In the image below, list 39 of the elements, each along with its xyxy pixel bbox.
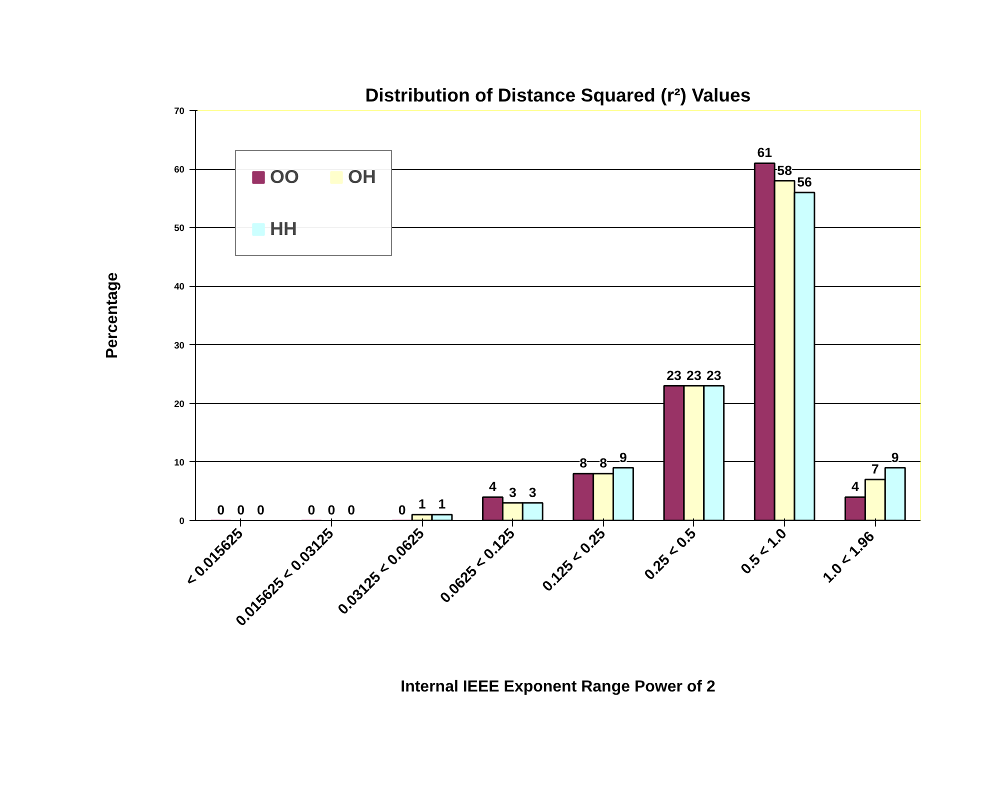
- data-label: 3: [508, 484, 516, 500]
- data-label: 56: [797, 174, 812, 190]
- data-label: 0: [257, 502, 264, 518]
- data-label: 8: [600, 456, 608, 471]
- y-tick-label: 20: [174, 398, 185, 409]
- data-label: 23: [666, 368, 682, 383]
- x-axis-title: Internal IEEE Exponent Range Power of 2: [400, 678, 716, 696]
- chart-title: Distribution of Distance Squared (r²) Values: [365, 84, 751, 106]
- y-tick-label: 0: [179, 516, 185, 526]
- data-label: 9: [620, 450, 627, 465]
- data-label: 4: [852, 479, 860, 494]
- x-tick-label: 0.5 < 1.0: [738, 526, 790, 578]
- legend-label: OO: [270, 166, 300, 188]
- data-label: 23: [686, 368, 702, 383]
- y-tick-label: 70: [174, 106, 185, 116]
- y-axis-title: Percentage: [104, 272, 122, 359]
- data-label: 4: [489, 479, 498, 494]
- data-label: 9: [891, 450, 899, 465]
- legend-label: HH: [270, 218, 297, 240]
- data-label: 0: [328, 502, 336, 518]
- data-label: 7: [871, 462, 879, 476]
- y-tick-label: 60: [174, 164, 185, 175]
- data-label: 61: [757, 145, 773, 160]
- data-label: 3: [528, 484, 536, 500]
- data-label: 0: [308, 502, 316, 518]
- data-label: 58: [777, 162, 792, 178]
- y-tick-label: 10: [174, 457, 185, 468]
- data-label: 1: [418, 496, 426, 512]
- data-label: 0: [237, 502, 245, 518]
- data-label: 0: [348, 502, 356, 518]
- y-tick-label: 40: [174, 282, 185, 292]
- y-tick-label: 50: [174, 223, 185, 234]
- data-label: 0: [217, 502, 225, 518]
- data-label: 1: [438, 496, 446, 512]
- legend-label: OH: [348, 166, 376, 188]
- data-label: 23: [706, 368, 722, 383]
- y-tick-label: 30: [174, 340, 185, 350]
- data-label: 0: [398, 502, 406, 518]
- data-label: 8: [580, 456, 588, 471]
